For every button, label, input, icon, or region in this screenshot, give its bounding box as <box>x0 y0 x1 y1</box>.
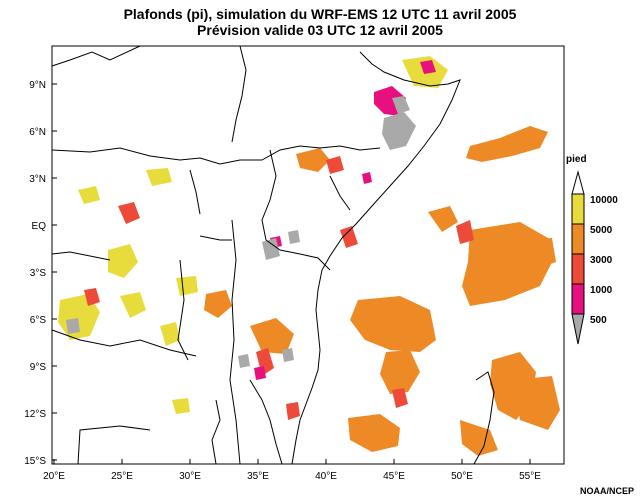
border-1 <box>51 145 381 165</box>
border-9 <box>51 251 111 261</box>
east-africa-coastline <box>291 51 461 465</box>
legend-swatch-5000 <box>571 223 585 255</box>
legend-label-5000: 5000 <box>590 225 613 236</box>
border-14 <box>211 399 221 465</box>
x-tick-label: 25°E <box>111 471 133 482</box>
legend-top-arrow <box>571 170 585 195</box>
border-4 <box>261 149 331 271</box>
border-8 <box>51 329 197 357</box>
x-tick-label: 20°E <box>43 471 65 482</box>
legend-label-500: 500 <box>590 315 607 326</box>
border-11 <box>249 379 283 465</box>
madagascar-coast <box>473 371 495 465</box>
border-12 <box>329 175 351 211</box>
map-title-line2: Prévision valide 03 UTC 12 avril 2005 <box>197 22 443 38</box>
border-5 <box>229 219 241 465</box>
border-3 <box>231 45 247 143</box>
map-title-line1: Plafonds (pi), simulation du WRF-EMS 12 … <box>123 6 517 22</box>
legend-label-1000: 1000 <box>590 285 613 296</box>
y-axis: 9°N 6°N 3°N EQ 3°S 6°S 9°S 12°S 15°S <box>24 80 57 467</box>
legend-swatch-500 <box>571 313 585 345</box>
y-tick-label: 15°S <box>24 456 46 467</box>
border-2 <box>51 45 141 67</box>
y-tick-label: 3°S <box>30 268 47 279</box>
credit-label: NOAA/NCEP <box>579 486 634 496</box>
y-tick-label: 12°S <box>24 409 46 420</box>
legend-label-10000: 10000 <box>590 195 618 206</box>
x-tick-label: 40°E <box>315 471 337 482</box>
x-tick-label: 50°E <box>451 471 473 482</box>
legend-swatch-1000 <box>571 283 585 315</box>
coastlines-borders <box>51 45 495 465</box>
x-tick-label: 55°E <box>519 471 541 482</box>
legend-label-3000: 3000 <box>590 255 613 266</box>
legend-swatch-3000 <box>571 253 585 285</box>
legend-title: pied <box>566 154 587 165</box>
y-tick-label: EQ <box>32 221 47 232</box>
ceiling-fields <box>58 56 560 456</box>
y-tick-label: 6°S <box>30 315 47 326</box>
x-tick-label: 30°E <box>179 471 201 482</box>
border-7 <box>177 259 189 361</box>
y-tick-label: 6°N <box>29 127 46 138</box>
border-6 <box>199 235 232 241</box>
border-10 <box>77 425 151 465</box>
x-axis: 20°E 25°E 30°E 35°E 40°E 45°E 50°E 55°E <box>43 459 541 482</box>
border-13 <box>189 169 201 215</box>
y-tick-label: 9°S <box>30 362 47 373</box>
legend: pied 10000 5000 3000 1000 500 <box>566 154 618 345</box>
x-tick-label: 45°E <box>383 471 405 482</box>
y-tick-label: 9°N <box>29 80 46 91</box>
y-tick-label: 3°N <box>29 174 46 185</box>
x-tick-label: 35°E <box>247 471 269 482</box>
legend-swatch-10000 <box>571 193 585 225</box>
